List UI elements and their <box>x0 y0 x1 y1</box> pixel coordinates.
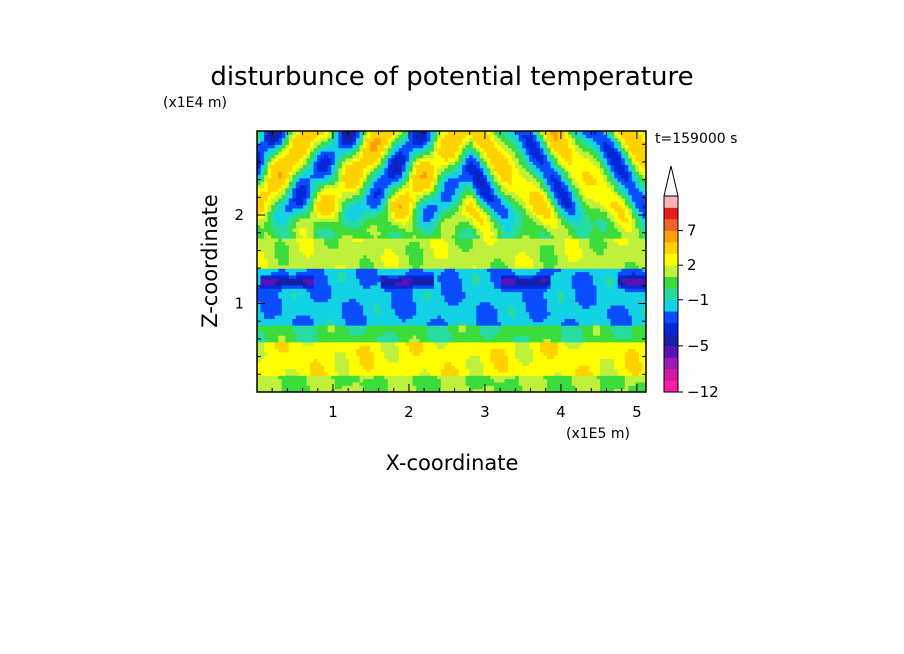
plot-frame <box>256 130 647 393</box>
time-label: t=159000 s <box>655 131 737 147</box>
colorbar-frame <box>663 195 679 393</box>
y-tick-label: 1 <box>234 295 244 313</box>
chart-title: disturbunce of potential temperature <box>210 62 693 92</box>
colorbar-swatch <box>664 345 678 358</box>
colorbar-swatch <box>664 368 678 381</box>
x-tick-label: 1 <box>328 403 338 421</box>
x-tick-label: 3 <box>480 403 490 421</box>
y-unit-label: (x1E4 m) <box>163 95 227 111</box>
heatmap-field <box>257 131 646 392</box>
x-unit-label: (x1E5 m) <box>566 426 630 442</box>
colorbar-swatch <box>664 265 678 278</box>
colorbar-tick-label: 2 <box>687 256 697 274</box>
colorbar-swatch <box>664 276 678 289</box>
colorbar-swatch <box>664 288 678 301</box>
colorbar-extend-arrow <box>663 165 679 197</box>
y-tick-label: 2 <box>234 206 244 224</box>
colorbar-swatch <box>664 311 678 324</box>
x-axis-ticks: 1 2 3 4 5 <box>271 131 642 421</box>
colorbar-tick-label: 7 <box>687 222 697 240</box>
x-axis-label: X-coordinate <box>386 451 519 475</box>
colorbar-swatch <box>664 380 678 393</box>
colorbar-swatch <box>664 207 678 220</box>
colorbar-tick-label: −12 <box>687 383 719 401</box>
x-tick-label: 5 <box>632 403 642 421</box>
colorbar: 7 2 −1 −5 −12 <box>663 165 719 401</box>
colorbar-swatch <box>664 334 678 347</box>
y-axis-ticks: 12 <box>234 143 646 375</box>
colorbar-swatch <box>664 219 678 231</box>
colorbar-swatch <box>664 299 678 312</box>
colorbar-tick-label: −5 <box>687 337 709 355</box>
colorbar-swatch <box>664 230 678 243</box>
x-tick-label: 4 <box>556 403 566 421</box>
y-axis-label: Z-coordinate <box>198 194 222 328</box>
colorbar-swatch <box>664 196 678 208</box>
x-tick-label: 2 <box>404 403 414 421</box>
colorbar-swatch <box>664 242 678 254</box>
colorbar-swatch <box>664 357 678 370</box>
colorbar-swatch <box>664 253 678 266</box>
colorbar-tick-label: −1 <box>687 291 709 309</box>
colorbar-swatch <box>664 322 678 335</box>
